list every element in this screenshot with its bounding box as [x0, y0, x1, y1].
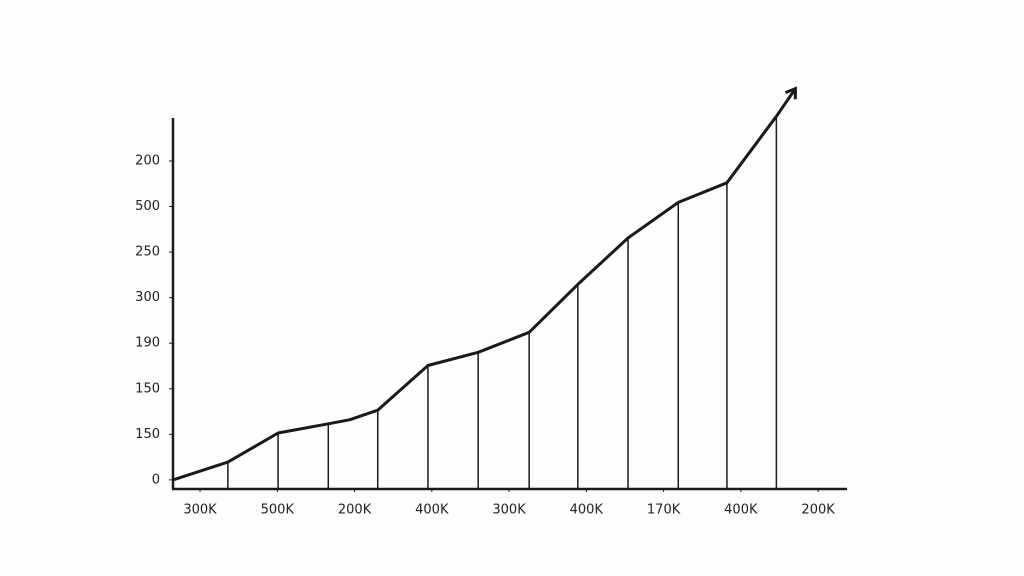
data-line: [172, 89, 795, 482]
y-tick-label: 0: [152, 472, 160, 487]
y-tick-label: 150: [135, 427, 160, 442]
y-tick-label: 250: [135, 245, 160, 260]
y-tick-label: 150: [135, 381, 160, 396]
y-tick-label: 190: [135, 336, 160, 351]
y-tick-label: 300: [135, 290, 160, 305]
x-tick-label: 200K: [338, 503, 372, 518]
x-tick-label: 300K: [492, 503, 526, 518]
x-tick-label: 170K: [647, 503, 681, 518]
x-tick-label: 500K: [261, 503, 295, 518]
x-tick-label: 400K: [415, 503, 449, 518]
x-tick-label: 300K: [183, 503, 217, 518]
y-tick-label: 500: [135, 199, 160, 214]
x-tick-label: 200K: [801, 503, 835, 518]
x-tick-label: 400K: [724, 503, 758, 518]
x-tick-label: 400K: [570, 503, 604, 518]
y-tick-label: 200: [135, 153, 160, 168]
